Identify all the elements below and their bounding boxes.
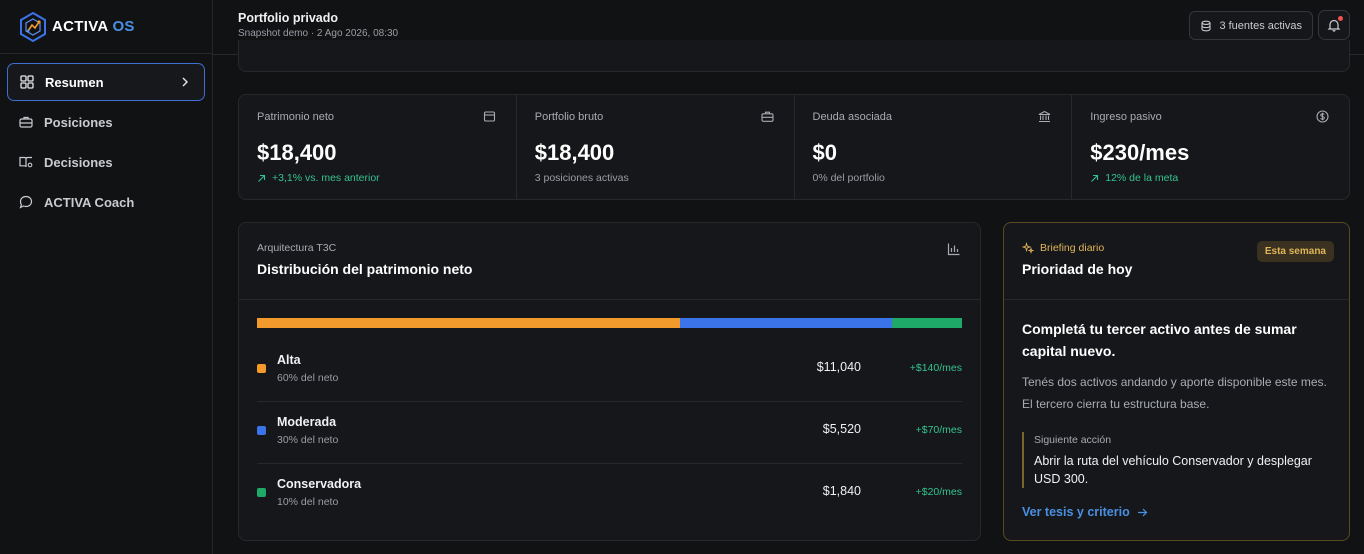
previous-card-bottom bbox=[238, 40, 1350, 72]
kpi-deuda-asociada: Deuda asociada $0 0% del portfolio bbox=[795, 95, 1073, 199]
briefing-badge: Esta semana bbox=[1256, 241, 1334, 262]
sources-button[interactable]: 3 fuentes activas bbox=[1189, 11, 1313, 40]
database-icon bbox=[1201, 20, 1211, 31]
tier-amount: $5,520 bbox=[822, 422, 861, 436]
list-item[interactable]: Alta 60% del neto $11,040 +$140/mes bbox=[257, 340, 962, 402]
next-action-label: Siguiente acción bbox=[1034, 434, 1112, 446]
bar-segment-moderada bbox=[680, 318, 892, 328]
sources-label: 3 fuentes activas bbox=[1219, 19, 1302, 32]
kpi-note: +3,1% vs. mes anterior bbox=[257, 172, 380, 184]
tier-delta: +$20/mes bbox=[915, 486, 962, 498]
tier-name: Alta bbox=[277, 353, 301, 367]
notifications-button[interactable] bbox=[1318, 10, 1350, 40]
kpi-value: $0 bbox=[812, 140, 837, 165]
next-action: Siguiente acción Abrir la ruta del vehíc… bbox=[1022, 432, 1332, 488]
thesis-link[interactable]: Ver tesis y criterio bbox=[1022, 505, 1148, 519]
bell-icon bbox=[1327, 19, 1341, 32]
kpi-label: Portfolio bruto bbox=[534, 111, 604, 123]
tier-name: Moderada bbox=[277, 415, 337, 429]
book-icon bbox=[19, 155, 33, 169]
kpi-label: Deuda asociada bbox=[812, 111, 893, 123]
page-subtitle: Snapshot demo · 2 Ago 2026, 08:30 bbox=[238, 28, 399, 39]
page-title: Portfolio privado bbox=[238, 11, 338, 25]
grid-icon bbox=[20, 75, 34, 89]
list-item[interactable]: Conservadora 10% del neto $1,840 +$20/mes bbox=[257, 464, 962, 526]
arrow-up-right-icon bbox=[1091, 174, 1099, 182]
color-swatch bbox=[257, 488, 266, 497]
tier-delta: +$70/mes bbox=[915, 424, 962, 436]
kpi-portfolio-bruto: Portfolio bruto $18,400 3 posiciones act… bbox=[517, 95, 795, 199]
sparkles-icon bbox=[1022, 242, 1034, 254]
distribution-rows: Alta 60% del neto $11,040 +$140/mes Moderada… bbox=[257, 340, 962, 526]
sidebar-nav: Resumen Posiciones Decisiones ACTIVA Coa… bbox=[0, 54, 212, 232]
briefing-card: Briefing diario Prioridad de hoy Esta se… bbox=[1003, 222, 1350, 541]
tier-amount: $11,040 bbox=[816, 360, 861, 374]
bar-segment-alta bbox=[257, 318, 680, 328]
briefing-title: Prioridad de hoy bbox=[1022, 261, 1133, 277]
next-action-text: Abrir la ruta del vehículo Conservador y… bbox=[1034, 454, 1312, 486]
sidebar-item-label: Resumen bbox=[45, 74, 104, 90]
kpi-label: Patrimonio neto bbox=[257, 111, 335, 123]
arrow-right-icon bbox=[1137, 508, 1148, 516]
arrow-up-right-icon bbox=[258, 174, 266, 182]
sidebar-item-label: Decisiones bbox=[44, 154, 113, 170]
briefing-lead: Completá tu tercer activo antes de sumar… bbox=[1022, 321, 1297, 359]
chevron-right-icon bbox=[182, 77, 188, 87]
color-swatch bbox=[257, 364, 266, 373]
kpi-patrimonio-neto: Patrimonio neto $18,400 +3,1% vs. mes an… bbox=[239, 95, 517, 199]
distribution-card: Arquitectura T3C Distribución del patrim… bbox=[238, 222, 981, 541]
distribution-header: Arquitectura T3C Distribución del patrim… bbox=[239, 223, 980, 300]
brand[interactable]: ACTIVA OS bbox=[0, 0, 212, 54]
tier-percent: 30% del neto bbox=[277, 434, 339, 446]
chat-icon bbox=[19, 195, 33, 209]
briefing-header: Briefing diario Prioridad de hoy Esta se… bbox=[1004, 223, 1349, 300]
kpi-value: $230/mes bbox=[1090, 140, 1190, 165]
sidebar-item-label: Posiciones bbox=[44, 114, 113, 130]
kpi-value: $18,400 bbox=[257, 140, 337, 165]
tier-name: Conservadora bbox=[277, 477, 362, 491]
tier-amount: $1,840 bbox=[822, 484, 861, 498]
kpi-note: 0% del portfolio bbox=[812, 172, 885, 184]
sidebar: ACTIVA OS Resumen Posiciones Decisiones bbox=[0, 0, 213, 554]
brand-name: ACTIVA OS bbox=[52, 18, 135, 35]
kpi-strip: Patrimonio neto $18,400 +3,1% vs. mes an… bbox=[238, 94, 1350, 200]
notification-dot bbox=[1338, 16, 1343, 21]
kpi-value: $18,400 bbox=[534, 140, 615, 165]
color-swatch bbox=[257, 426, 266, 435]
tier-delta: +$140/mes bbox=[909, 362, 962, 374]
briefing-kicker: Briefing diario bbox=[1022, 242, 1104, 254]
tier-percent: 10% del neto bbox=[277, 496, 339, 508]
kpi-ingreso-pasivo: Ingreso pasivo $230/mes 12% de la meta bbox=[1072, 95, 1349, 199]
distribution-bar bbox=[257, 318, 962, 328]
dollar-circle-icon bbox=[1316, 110, 1329, 123]
sidebar-item-posiciones[interactable]: Posiciones bbox=[7, 103, 205, 141]
kpi-note: 12% de la meta bbox=[1090, 172, 1178, 184]
sidebar-item-label: ACTIVA Coach bbox=[44, 194, 135, 210]
tier-percent: 60% del neto bbox=[277, 372, 339, 384]
briefcase-icon bbox=[19, 115, 33, 129]
sidebar-item-resumen[interactable]: Resumen bbox=[7, 63, 205, 101]
wallet-icon bbox=[483, 111, 495, 122]
sidebar-item-decisiones[interactable]: Decisiones bbox=[7, 143, 205, 181]
briefing-body: Tenés dos activos andando y aporte dispo… bbox=[1022, 375, 1327, 411]
kpi-note: 3 posiciones activas bbox=[534, 172, 629, 184]
distribution-kicker: Arquitectura T3C bbox=[257, 242, 337, 254]
bar-segment-conservadora bbox=[891, 318, 962, 328]
distribution-title: Distribución del patrimonio neto bbox=[257, 261, 473, 277]
sidebar-item-activa-coach[interactable]: ACTIVA Coach bbox=[7, 183, 205, 221]
bar-chart-icon[interactable] bbox=[947, 242, 961, 256]
kpi-label: Ingreso pasivo bbox=[1090, 111, 1162, 123]
activa-logo-icon bbox=[20, 11, 46, 42]
briefcase-icon bbox=[760, 111, 774, 122]
bank-icon bbox=[1038, 110, 1051, 123]
list-item[interactable]: Moderada 30% del neto $5,520 +$70/mes bbox=[257, 402, 962, 464]
